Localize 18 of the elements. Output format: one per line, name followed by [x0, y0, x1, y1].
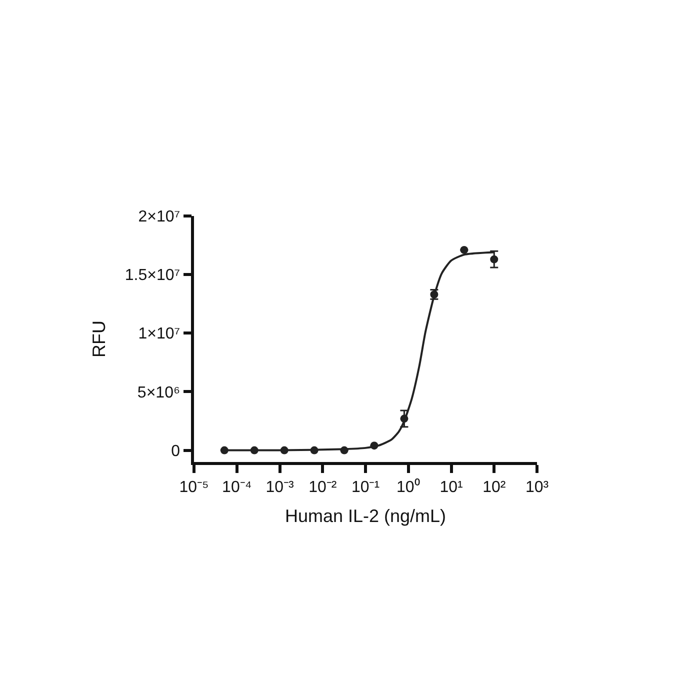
- x-tick-label: 10⁻²: [308, 478, 338, 496]
- x-tick-label: 10⁻⁴: [222, 478, 252, 496]
- y-tick-label: 2×10⁷: [138, 208, 180, 226]
- x-tick-label: 10⁻³: [266, 478, 294, 496]
- y-tick-label: 1×10⁷: [138, 326, 180, 343]
- point: [460, 246, 468, 254]
- x-tick-label: 10⁻¹: [351, 478, 380, 496]
- x-tick-label: 10⁰: [396, 478, 420, 496]
- x-tick-label: 10⁻⁵: [179, 478, 209, 496]
- x-tick-label: 10²: [482, 478, 506, 496]
- x-tick-label: 10¹: [440, 478, 463, 496]
- y-tick-label: 0: [171, 442, 180, 460]
- x-tick-label: 10³: [525, 478, 550, 496]
- x-axis-title: Human IL-2 (ng/mL): [284, 506, 446, 526]
- y-tick-label: 5×10⁶: [137, 384, 180, 402]
- y-tick-label: 1.5×10⁷: [124, 267, 180, 284]
- y-axis-title: RFU: [89, 320, 110, 358]
- point: [490, 255, 498, 264]
